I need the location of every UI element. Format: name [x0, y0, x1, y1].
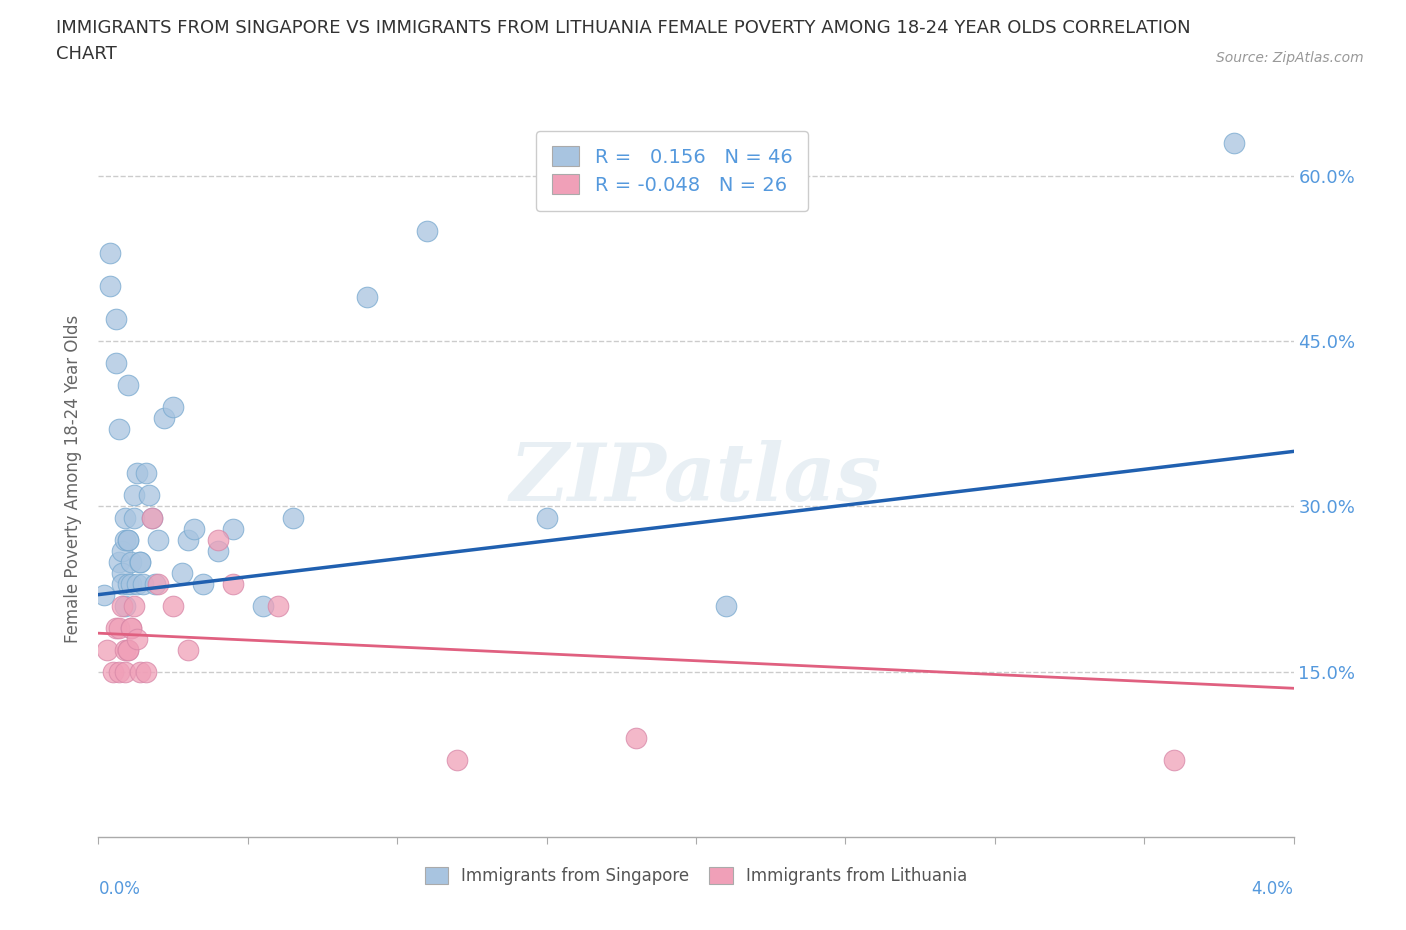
Point: [105, 620, 128, 635]
Point: [117, 577, 139, 591]
Text: 4.0%: 4.0%: [1251, 880, 1294, 898]
Point: [129, 554, 152, 569]
Text: Source: ZipAtlas.com: Source: ZipAtlas.com: [1216, 51, 1364, 65]
Point: [124, 510, 146, 525]
Point: [714, 598, 737, 613]
Point: [117, 643, 139, 658]
Point: [108, 664, 131, 679]
Point: [98, 279, 122, 294]
Point: [124, 598, 146, 613]
Point: [114, 598, 136, 613]
Legend: Immigrants from Singapore, Immigrants from Lithuania: Immigrants from Singapore, Immigrants fr…: [416, 858, 976, 893]
Point: [267, 598, 290, 613]
Point: [98, 246, 122, 260]
Point: [148, 577, 170, 591]
Point: [222, 521, 245, 536]
Point: [127, 631, 149, 646]
Point: [356, 290, 378, 305]
Point: [111, 598, 134, 613]
Point: [114, 664, 136, 679]
Point: [114, 643, 136, 658]
Point: [129, 554, 152, 569]
Point: [143, 577, 166, 591]
Point: [114, 510, 136, 525]
Point: [207, 532, 229, 547]
Point: [114, 532, 136, 547]
Point: [222, 577, 245, 591]
Point: [1163, 752, 1185, 767]
Point: [135, 664, 157, 679]
Point: [172, 565, 194, 580]
Text: 0.0%: 0.0%: [98, 880, 141, 898]
Point: [127, 577, 149, 591]
Point: [177, 532, 200, 547]
Point: [138, 488, 160, 503]
Point: [105, 356, 128, 371]
Point: [191, 577, 214, 591]
Point: [281, 510, 304, 525]
Point: [183, 521, 205, 536]
Point: [626, 730, 648, 745]
Point: [1223, 136, 1246, 151]
Y-axis label: Female Poverty Among 18-24 Year Olds: Female Poverty Among 18-24 Year Olds: [65, 315, 83, 643]
Point: [127, 466, 149, 481]
Point: [120, 554, 142, 569]
Point: [117, 378, 139, 392]
Point: [177, 643, 200, 658]
Point: [148, 532, 170, 547]
Point: [252, 598, 274, 613]
Point: [162, 400, 184, 415]
Point: [446, 752, 468, 767]
Point: [117, 532, 139, 547]
Point: [162, 598, 184, 613]
Point: [416, 223, 439, 238]
Point: [111, 577, 134, 591]
Point: [93, 587, 115, 602]
Point: [108, 554, 131, 569]
Point: [129, 664, 152, 679]
Point: [124, 488, 146, 503]
Point: [120, 620, 142, 635]
Point: [141, 510, 163, 525]
Point: [536, 510, 558, 525]
Point: [108, 422, 131, 437]
Point: [207, 543, 229, 558]
Text: IMMIGRANTS FROM SINGAPORE VS IMMIGRANTS FROM LITHUANIA FEMALE POVERTY AMONG 18-2: IMMIGRANTS FROM SINGAPORE VS IMMIGRANTS …: [56, 19, 1191, 63]
Point: [96, 643, 118, 658]
Point: [111, 565, 134, 580]
Text: ZIPatlas: ZIPatlas: [510, 440, 882, 518]
Point: [105, 312, 128, 326]
Point: [117, 643, 139, 658]
Point: [120, 620, 142, 635]
Point: [111, 543, 134, 558]
Point: [117, 532, 139, 547]
Point: [141, 510, 163, 525]
Point: [120, 577, 142, 591]
Point: [135, 466, 157, 481]
Point: [132, 577, 155, 591]
Point: [153, 411, 176, 426]
Point: [103, 664, 125, 679]
Point: [108, 620, 131, 635]
